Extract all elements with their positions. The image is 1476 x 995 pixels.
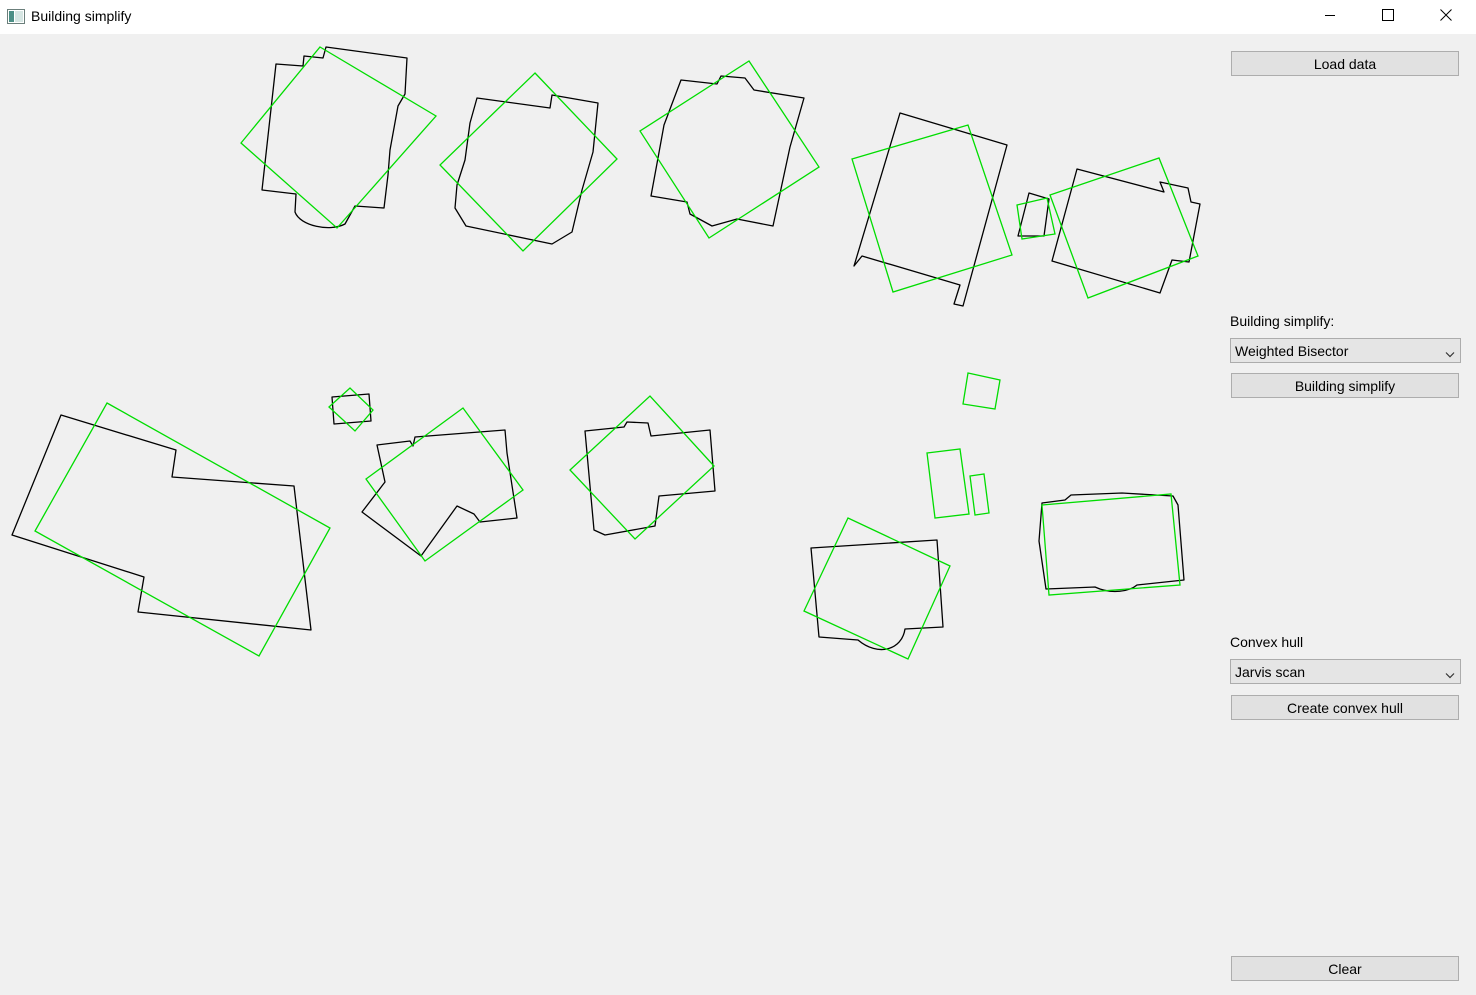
building-polygon — [1038, 492, 1185, 593]
simplified-polygon — [803, 517, 951, 660]
building-simplify-button[interactable]: Building simplify — [1231, 373, 1459, 398]
simplified-polygon — [328, 387, 374, 432]
building-polygon — [853, 112, 1008, 307]
simplify-method-select[interactable]: Weighted Bisector — [1230, 338, 1461, 363]
chevron-down-icon — [1445, 667, 1455, 683]
simplified-polygon — [851, 124, 1013, 293]
building-polygon — [1051, 168, 1201, 294]
simplified-polygon — [569, 395, 715, 540]
simplified-polygon — [639, 60, 820, 239]
hull-method-select[interactable]: Jarvis scan — [1230, 659, 1461, 684]
maximize-button[interactable] — [1359, 0, 1417, 34]
title-bar: Building simplify — [0, 0, 1476, 34]
building-outlines — [11, 46, 1201, 651]
building-polygon — [810, 539, 944, 651]
building-polygon — [261, 46, 408, 229]
maximize-icon — [1382, 8, 1394, 26]
simplify-method-value: Weighted Bisector — [1235, 343, 1349, 359]
window-title: Building simplify — [31, 8, 132, 24]
app-icon — [7, 9, 25, 29]
clear-button[interactable]: Clear — [1231, 956, 1459, 981]
building-polygon — [361, 429, 518, 557]
building-polygon — [650, 75, 805, 227]
building-polygon — [454, 94, 599, 245]
building-simplify-label: Building simplify: — [1230, 313, 1335, 329]
simplified-polygon — [926, 448, 970, 519]
close-icon — [1440, 8, 1452, 26]
simplified-polygon — [34, 402, 331, 657]
simplified-polygon — [1016, 197, 1056, 240]
load-data-button[interactable]: Load data — [1231, 51, 1459, 76]
building-polygon — [1017, 192, 1050, 237]
simplified-polygon — [969, 473, 990, 516]
close-button[interactable] — [1417, 0, 1475, 34]
building-polygon — [11, 414, 312, 631]
simplified-polygon — [1041, 493, 1181, 596]
minimize-button[interactable] — [1301, 0, 1359, 34]
simplified-outlines — [34, 46, 1199, 660]
create-convex-hull-button[interactable]: Create convex hull — [1231, 695, 1459, 720]
drawing-canvas[interactable] — [0, 35, 1220, 995]
hull-method-value: Jarvis scan — [1235, 664, 1306, 680]
simplified-polygon — [240, 46, 438, 229]
simplified-polygon — [962, 372, 1001, 410]
building-polygon — [584, 421, 716, 536]
simplified-polygon — [439, 72, 618, 252]
chevron-down-icon — [1445, 346, 1455, 362]
simplified-polygon — [1049, 157, 1199, 299]
minimize-icon — [1324, 8, 1336, 26]
convex-hull-label: Convex hull — [1230, 634, 1304, 650]
simplified-polygon — [365, 407, 524, 562]
